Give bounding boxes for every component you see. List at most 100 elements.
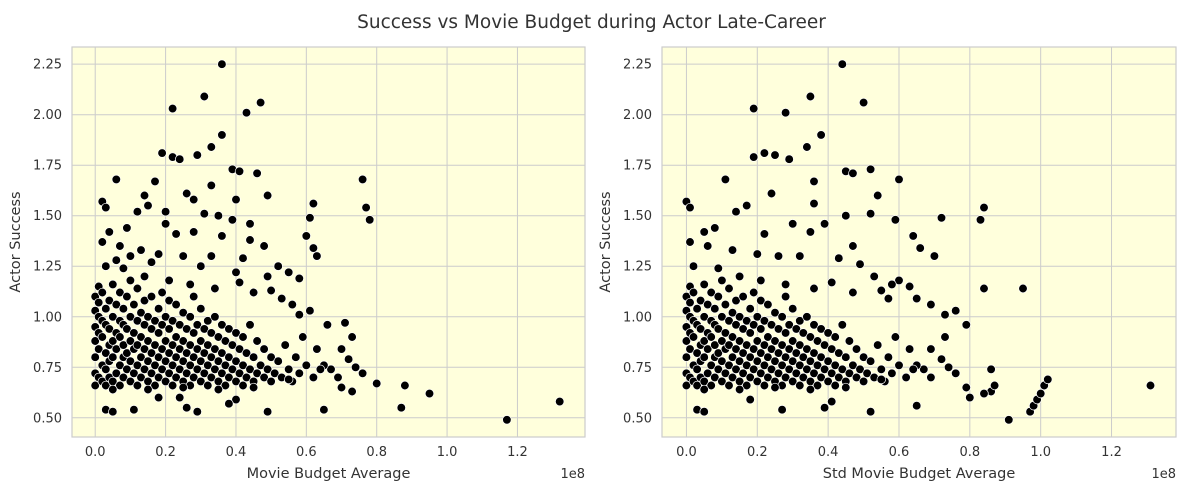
- scatter-point: [143, 312, 153, 322]
- scatter-point: [167, 360, 178, 370]
- scatter-point: [823, 356, 833, 366]
- scatter-point: [777, 312, 787, 322]
- scatter-point: [182, 188, 192, 199]
- scatter-point: [115, 380, 125, 391]
- scatter-point: [206, 142, 216, 152]
- scatter-point: [692, 348, 702, 358]
- scatter-point: [770, 382, 780, 393]
- scatter-point: [336, 382, 347, 393]
- scatter-point: [770, 150, 780, 160]
- scatter-point: [108, 279, 118, 290]
- scatter-point: [841, 352, 851, 362]
- scatter-point: [118, 304, 129, 314]
- scatter-point: [894, 360, 904, 370]
- scatter-point: [347, 386, 357, 397]
- scatter-point: [777, 340, 787, 350]
- scatter-point: [731, 320, 741, 330]
- scatter-point: [241, 372, 252, 383]
- scatter-point: [688, 287, 699, 298]
- scatter-point: [150, 360, 160, 370]
- y-tick-label: 2.00: [33, 108, 62, 123]
- scatter-point: [175, 344, 185, 354]
- scatter-point: [160, 312, 171, 322]
- scatter-point: [742, 360, 752, 370]
- scatter-point: [855, 364, 865, 374]
- scatter-point: [699, 227, 709, 237]
- scatter-point: [816, 352, 826, 362]
- scatter-point: [217, 59, 227, 69]
- scatter-point: [904, 344, 915, 354]
- scatter-point: [812, 336, 823, 346]
- scatter-point: [975, 215, 986, 225]
- scatter-point: [809, 198, 819, 209]
- scatter-point: [805, 227, 816, 237]
- scatter-point: [763, 352, 773, 362]
- scatter-point: [724, 316, 734, 326]
- scatter-point: [322, 320, 333, 330]
- scatter-point: [210, 283, 220, 294]
- scatter-point: [727, 245, 738, 255]
- scatter-point: [104, 324, 114, 334]
- scatter-point: [883, 293, 894, 304]
- scatter-point: [763, 372, 773, 383]
- scatter-point: [245, 219, 255, 229]
- scatter-point: [125, 312, 136, 322]
- scatter-point: [848, 168, 858, 178]
- scatter-point: [238, 253, 248, 263]
- left-scatter-panel: 0.0 0.2 0.4 0.6 0.8 1.0 1.2 0.50 0.75 1.00 1.25 1.5…: [8, 46, 586, 482]
- scatter-point: [129, 328, 139, 338]
- scatter-point: [912, 401, 922, 411]
- scatter-point: [118, 372, 129, 383]
- scatter-point: [210, 312, 220, 322]
- scatter-point: [132, 360, 143, 370]
- scatter-point: [926, 344, 936, 354]
- scatter-point: [189, 352, 199, 362]
- scatter-point: [848, 287, 858, 298]
- scatter-point: [745, 372, 755, 383]
- scatter-point: [308, 243, 319, 253]
- scatter-point: [189, 194, 199, 205]
- scatter-point: [989, 380, 1000, 391]
- scatter-point: [784, 344, 794, 354]
- scatter-point: [294, 310, 304, 320]
- scatter-point: [784, 154, 794, 164]
- scatter-point: [108, 407, 118, 417]
- x-tick-label: 0.2: [747, 445, 768, 460]
- scatter-point: [873, 190, 883, 201]
- scatter-point: [132, 340, 143, 350]
- scatter-point: [164, 275, 174, 286]
- scatter-point: [819, 219, 830, 229]
- scatter-point: [224, 372, 234, 383]
- y-tick-label: 1.50: [33, 209, 62, 224]
- scatter-point: [122, 364, 132, 374]
- scatter-point: [136, 372, 146, 383]
- scatter-point: [196, 261, 206, 271]
- scatter-point: [770, 356, 780, 366]
- scatter-point: [185, 340, 195, 350]
- scatter-point: [830, 360, 840, 370]
- scatter-point: [206, 251, 216, 261]
- scatter-point: [780, 372, 791, 383]
- scatter-point: [108, 352, 118, 362]
- scatter-point: [227, 215, 238, 225]
- scatter-point: [111, 299, 121, 310]
- scatter-point: [742, 200, 752, 211]
- scatter-point: [136, 332, 146, 342]
- scatter-point: [266, 376, 276, 387]
- scatter-point: [270, 368, 280, 378]
- scatter-point: [343, 354, 354, 364]
- scatter-point: [396, 403, 406, 413]
- scatter-point: [703, 344, 713, 354]
- scatter-point: [802, 312, 812, 322]
- scatter-point: [203, 380, 213, 391]
- scatter-point: [773, 324, 784, 334]
- scatter-point: [111, 344, 121, 354]
- scatter-point: [858, 97, 869, 108]
- scatter-point: [773, 348, 784, 358]
- scatter-point: [203, 316, 213, 326]
- scatter-point: [1043, 374, 1053, 385]
- scatter-point: [685, 202, 695, 213]
- scatter-point: [865, 356, 876, 366]
- scatter-point: [763, 332, 773, 342]
- scatter-point: [738, 368, 748, 378]
